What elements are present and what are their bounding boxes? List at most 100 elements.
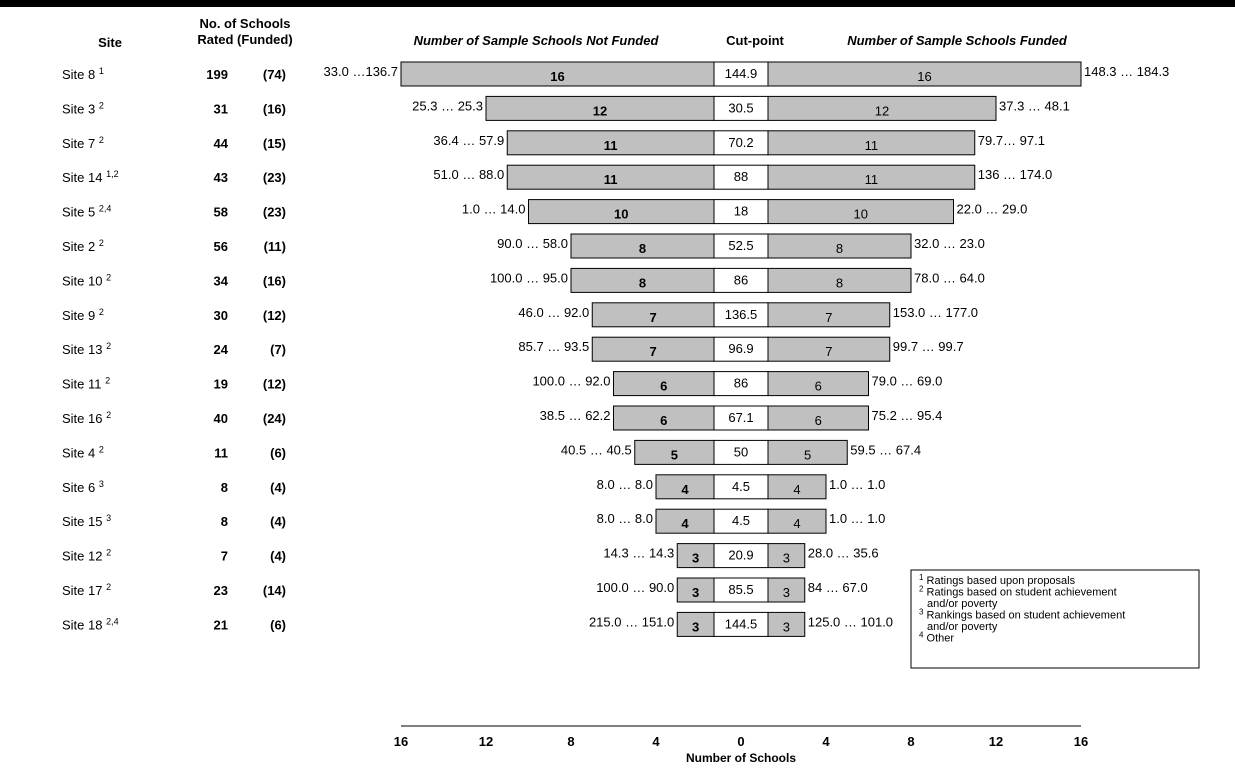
x-tick-label: 16: [394, 734, 408, 749]
range-left-label: 215.0 … 151.0: [589, 614, 674, 629]
bar-funded-label: 10: [854, 207, 868, 222]
row-site-label: Site 17 2: [62, 582, 111, 598]
row-funded-count: (16): [263, 273, 286, 288]
bar-not-funded: [676, 577, 715, 603]
cutpoint-value: 67.1: [728, 410, 753, 425]
bar-funded: [767, 267, 912, 293]
cutpoint-value: 88: [734, 169, 748, 184]
range-right-label: 75.2 … 95.4: [872, 408, 943, 423]
bar-funded: [767, 199, 954, 225]
cutpoint-box: [713, 130, 769, 156]
bar-not-funded-label: 8: [639, 241, 646, 256]
bar-not-funded-label: 7: [650, 344, 657, 359]
cutpoint-box: [713, 371, 769, 397]
header-site: Site: [98, 35, 122, 50]
row-site-label: Site 12 2: [62, 548, 111, 564]
row-rated-count: 30: [214, 308, 228, 323]
range-right-label: 99.7 … 99.7: [893, 339, 964, 354]
range-left-label: 8.0 … 8.0: [597, 511, 653, 526]
row-rated-count: 58: [214, 205, 228, 220]
bar-not-funded: [570, 233, 715, 259]
cutpoint-box: [713, 302, 769, 328]
footnote-text: 2 Ratings based on student achievement: [919, 585, 1117, 599]
row-funded-count: (6): [270, 445, 286, 460]
x-tick-label: 12: [479, 734, 493, 749]
bar-not-funded: [634, 439, 715, 465]
bar-funded-label: 4: [793, 516, 800, 531]
bar-funded: [767, 95, 997, 121]
row-rated-count: 199: [206, 67, 228, 82]
range-left-label: 51.0 … 88.0: [433, 167, 504, 182]
bar-not-funded-label: 4: [681, 482, 689, 497]
bar-funded-label: 3: [783, 619, 790, 634]
bar-funded: [767, 371, 869, 397]
cutpoint-box: [713, 508, 769, 534]
range-left-label: 85.7 … 93.5: [518, 339, 589, 354]
row-site-label: Site 13 2: [62, 341, 111, 357]
row-rated-count: 8: [221, 514, 228, 529]
cutpoint-value: 144.9: [725, 66, 758, 81]
cutpoint-box: [713, 164, 769, 190]
footnote-box: [910, 569, 1200, 669]
range-right-label: 136 … 174.0: [978, 167, 1052, 182]
range-left-label: 100.0 … 95.0: [490, 270, 568, 285]
bar-funded-label: 8: [836, 275, 843, 290]
header-not-funded: Number of Sample Schools Not Funded: [413, 33, 659, 48]
row-site-label: Site 4 2: [62, 444, 104, 460]
cutpoint-value: 4.5: [732, 479, 750, 494]
cutpoint-box: [713, 233, 769, 259]
row-site-label: Site 7 2: [62, 135, 104, 151]
bar-funded: [767, 543, 806, 569]
cutpoint-box: [713, 199, 769, 225]
footnote-text: 1 Ratings based upon proposals: [919, 573, 1076, 587]
range-right-label: 79.0 … 69.0: [872, 374, 943, 389]
footnote-text: and/or poverty: [927, 598, 998, 610]
header-cutpoint: Cut-point: [726, 33, 784, 48]
bar-funded: [767, 164, 976, 190]
x-tick-label: 4: [652, 734, 660, 749]
cutpoint-value: 136.5: [725, 307, 758, 322]
row-site-label: Site 2 2: [62, 238, 104, 254]
row-rated-count: 44: [214, 136, 229, 151]
row-rated-count: 56: [214, 239, 228, 254]
bar-funded: [767, 302, 891, 328]
range-right-label: 59.5 … 67.4: [850, 442, 921, 457]
x-axis-title: Number of Schools: [686, 751, 796, 765]
bar-not-funded: [506, 130, 715, 156]
cutpoint-value: 18: [734, 204, 748, 219]
row-rated-count: 19: [214, 377, 228, 392]
bar-not-funded: [528, 199, 715, 225]
row-site-label: Site 16 2: [62, 410, 111, 426]
row-rated-count: 7: [221, 549, 228, 564]
row-rated-count: 43: [214, 170, 228, 185]
range-left-label: 33.0 …136.7: [324, 64, 398, 79]
range-right-label: 78.0 … 64.0: [914, 270, 985, 285]
row-rated-count: 23: [214, 583, 228, 598]
row-funded-count: (12): [263, 377, 286, 392]
row-funded-count: (7): [270, 342, 286, 357]
range-left-label: 8.0 … 8.0: [597, 477, 653, 492]
range-right-label: 79.7… 97.1: [978, 133, 1045, 148]
x-tick-label: 8: [907, 734, 914, 749]
range-right-label: 1.0 … 1.0: [829, 477, 885, 492]
header-rated-line2: Rated (Funded): [197, 32, 293, 47]
cutpoint-box: [713, 543, 769, 569]
range-left-label: 1.0 … 14.0: [462, 202, 526, 217]
range-right-label: 153.0 … 177.0: [893, 305, 978, 320]
bar-funded-label: 3: [783, 551, 790, 566]
range-right-label: 1.0 … 1.0: [829, 511, 885, 526]
bar-not-funded-label: 7: [650, 310, 657, 325]
row-rated-count: 24: [214, 342, 229, 357]
bar-funded: [767, 474, 827, 500]
bar-not-funded-label: 10: [614, 207, 628, 222]
footnote-text: and/or poverty: [927, 621, 998, 633]
row-site-label: Site 11 2: [62, 376, 110, 392]
row-site-label: Site 5 2,4: [62, 204, 111, 220]
bar-funded: [767, 61, 1082, 87]
bar-funded: [767, 508, 827, 534]
row-rated-count: 31: [214, 101, 228, 116]
bar-funded-label: 3: [783, 585, 790, 600]
bar-funded: [767, 577, 806, 603]
row-funded-count: (24): [263, 411, 286, 426]
